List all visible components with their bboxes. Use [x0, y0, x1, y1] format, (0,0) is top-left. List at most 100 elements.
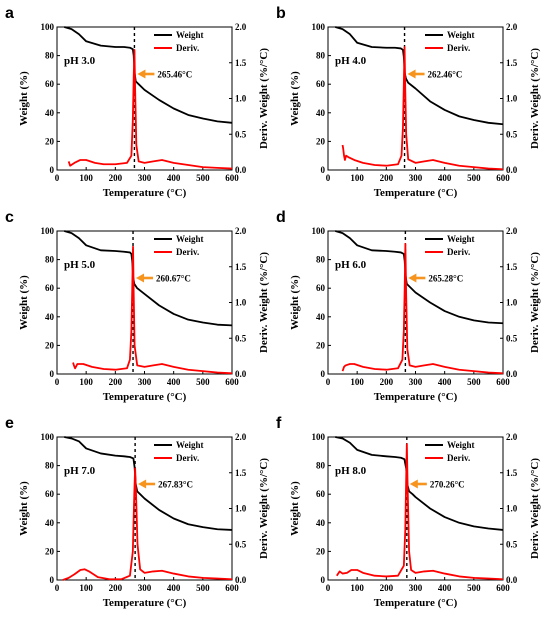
y2-tick-label: 1.0	[235, 94, 247, 104]
weight-series-line	[335, 26, 504, 126]
plot-frame	[56, 26, 233, 171]
legend-label-deriv: Deriv.	[176, 43, 199, 53]
legend-label-weight: Weight	[447, 440, 475, 450]
y2-tick-label: 1.5	[506, 468, 518, 478]
peak-temperature-label: 260.67°C	[156, 274, 191, 284]
x-tick-label: 400	[167, 377, 181, 387]
panel-letter: c	[5, 209, 14, 226]
y2-axis-title: Deriv. Weight (%/°C)	[258, 252, 270, 353]
x-tick-label: 200	[109, 173, 123, 183]
y2-tick-label: 0.5	[506, 539, 518, 549]
ph-annotation: pH 4.0	[335, 55, 367, 67]
y2-tick-label: 1.0	[506, 504, 518, 514]
y-tick-label: 40	[45, 312, 55, 322]
x-tick-label: 400	[167, 583, 181, 593]
y-tick-label: 40	[45, 518, 55, 528]
y2-tick-label: 1.0	[506, 94, 518, 104]
x-axis-title: Temperature (°C)	[103, 391, 187, 403]
panel-letter: e	[5, 415, 14, 432]
peak-arrow-head	[137, 69, 146, 79]
x-tick-label: 0	[326, 583, 331, 593]
y-tick-label: 80	[316, 461, 326, 471]
x-tick-label: 300	[138, 377, 152, 387]
x-axis-title: Temperature (°C)	[374, 597, 458, 609]
legend-label-deriv: Deriv.	[447, 43, 470, 53]
x-tick-label: 300	[409, 173, 423, 183]
legend-label-deriv: Deriv.	[176, 247, 199, 257]
x-tick-label: 600	[225, 377, 239, 387]
y2-tick-label: 0.5	[506, 129, 518, 139]
x-tick-label: 600	[496, 173, 510, 183]
panel-letter: b	[276, 5, 286, 22]
x-tick-label: 500	[467, 173, 481, 183]
panel-b: b 0 100 200 300 400 500 600 0 20 40 60 80 100 0.0 0.5 1.…	[276, 5, 541, 199]
y2-tick-label: 1.5	[235, 262, 247, 272]
y-tick-label: 80	[316, 51, 326, 61]
y-tick-label: 60	[316, 489, 326, 499]
panel-f: f 0 100 200 300 400 500 600 0 20 40 60 80 100 0.0 0.5 1.…	[276, 415, 541, 609]
y2-tick-label: 2.0	[506, 226, 518, 236]
y2-tick-label: 1.5	[235, 468, 247, 478]
ph-annotation: pH 7.0	[64, 465, 96, 477]
y-tick-label: 100	[312, 22, 326, 32]
y2-tick-label: 0.0	[235, 369, 247, 379]
y-tick-label: 40	[316, 312, 326, 322]
ph-annotation: pH 8.0	[335, 465, 367, 477]
plot-frame	[327, 230, 504, 375]
x-tick-label: 300	[138, 583, 152, 593]
panel-letter: d	[276, 209, 286, 226]
x-tick-label: 400	[167, 173, 181, 183]
y2-tick-label: 0.0	[235, 575, 247, 585]
panel-letter: a	[5, 5, 14, 22]
x-tick-label: 200	[380, 583, 394, 593]
x-tick-label: 500	[196, 173, 210, 183]
x-tick-label: 500	[196, 377, 210, 387]
y-tick-label: 60	[45, 79, 55, 89]
legend-label-weight: Weight	[176, 30, 204, 40]
y-tick-label: 100	[41, 226, 55, 236]
deriv-series-line	[72, 245, 233, 375]
x-tick-label: 600	[225, 583, 239, 593]
legend-label-weight: Weight	[447, 234, 475, 244]
y-tick-label: 80	[316, 255, 326, 265]
peak-temperature-label: 270.26°C	[430, 480, 465, 490]
y-tick-label: 60	[45, 283, 55, 293]
x-axis-title: Temperature (°C)	[103, 187, 187, 199]
peak-arrow-head	[407, 69, 416, 79]
y-tick-label: 20	[316, 546, 326, 556]
y2-tick-label: 1.0	[235, 298, 247, 308]
ph-annotation: pH 3.0	[64, 55, 96, 67]
y-tick-label: 0	[321, 369, 326, 379]
y2-tick-label: 0.5	[235, 129, 247, 139]
x-tick-label: 100	[350, 583, 364, 593]
y-tick-label: 100	[41, 22, 55, 32]
y-tick-label: 80	[45, 461, 55, 471]
x-tick-label: 500	[467, 583, 481, 593]
x-tick-label: 200	[109, 583, 123, 593]
x-tick-label: 400	[438, 583, 452, 593]
y2-axis-title: Deriv. Weight (%/°C)	[258, 458, 270, 559]
plot-frame	[56, 436, 233, 581]
x-tick-label: 100	[79, 377, 93, 387]
peak-arrow-head	[138, 479, 147, 489]
y-axis-title: Weight (%)	[289, 275, 301, 330]
y2-tick-label: 0.0	[235, 165, 247, 175]
y-tick-label: 0	[50, 369, 55, 379]
legend-label-deriv: Deriv.	[176, 453, 199, 463]
deriv-series-line	[341, 242, 504, 375]
y-tick-label: 0	[321, 165, 326, 175]
x-tick-label: 300	[138, 173, 152, 183]
x-tick-label: 200	[380, 377, 394, 387]
y2-tick-label: 1.0	[506, 298, 518, 308]
y-tick-label: 100	[312, 226, 326, 236]
x-tick-label: 0	[55, 377, 60, 387]
x-axis-title: Temperature (°C)	[374, 391, 458, 403]
y-tick-label: 40	[316, 108, 326, 118]
panel-c: c 0 100 200 300 400 500 600 0 20 40 60 80 100 0.0 0.5 1.…	[5, 209, 270, 403]
x-tick-label: 100	[350, 173, 364, 183]
x-tick-label: 0	[55, 583, 60, 593]
peak-temperature-label: 265.28°C	[428, 274, 463, 284]
y-tick-label: 100	[312, 432, 326, 442]
panel-letter: f	[276, 415, 282, 432]
x-tick-label: 500	[196, 583, 210, 593]
